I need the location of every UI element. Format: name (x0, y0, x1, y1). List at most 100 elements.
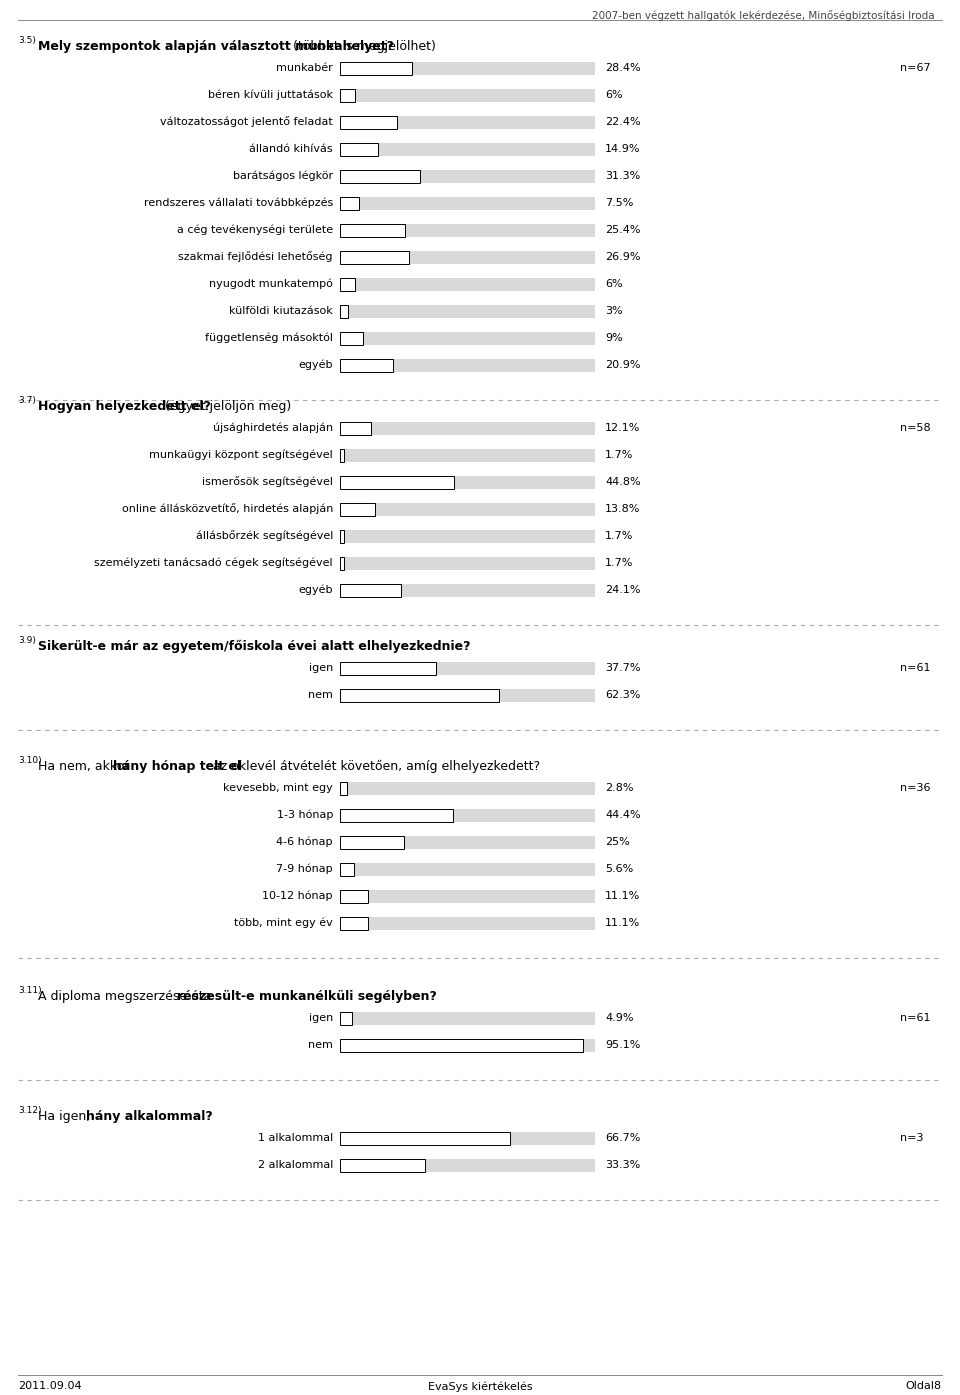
Bar (340, 142, 595, 155)
Text: EvaSys kiértékelés: EvaSys kiértékelés (428, 1381, 532, 1391)
Text: 62.3%: 62.3% (605, 691, 640, 700)
Text: 22.4%: 22.4% (605, 117, 640, 127)
Text: munkabér: munkabér (276, 63, 333, 73)
Bar (340, 170, 595, 183)
Text: Ha igen,: Ha igen, (38, 1110, 94, 1123)
Text: béren kívüli juttatások: béren kívüli juttatások (208, 89, 333, 100)
Bar (340, 421, 371, 434)
Bar (340, 449, 595, 462)
Text: Sikerült-e már az egyetem/főiskola évei alatt elhelyezkednie?: Sikerült-e már az egyetem/főiskola évei … (38, 640, 470, 653)
Bar (340, 476, 454, 488)
Text: 26.9%: 26.9% (605, 252, 640, 262)
Bar (340, 1131, 595, 1144)
Bar (340, 332, 363, 345)
Bar (340, 890, 369, 903)
Text: 10-12 hónap: 10-12 hónap (262, 891, 333, 901)
Text: nyugodt munkatempó: nyugodt munkatempó (209, 279, 333, 289)
Text: Hogyan helyezkedett el?: Hogyan helyezkedett el? (38, 400, 211, 413)
Text: 37.7%: 37.7% (605, 663, 640, 672)
Text: hány hónap telt el: hány hónap telt el (113, 760, 241, 773)
Bar (340, 61, 595, 74)
Bar (340, 359, 394, 371)
Bar (340, 836, 404, 848)
Bar (340, 116, 595, 128)
Text: 3.5): 3.5) (18, 36, 36, 45)
Bar (340, 1131, 510, 1144)
Bar (340, 917, 595, 929)
Bar (340, 1011, 595, 1024)
Text: változatosságot jelentő feladat: változatosságot jelentő feladat (160, 117, 333, 127)
Text: 2007-ben végzett hallgatók lekérdezése, Minőségbiztosítási Iroda: 2007-ben végzett hallgatók lekérdezése, … (592, 10, 935, 21)
Text: Ha nem, akkor: Ha nem, akkor (38, 760, 133, 773)
Bar (340, 689, 499, 702)
Text: 28.4%: 28.4% (605, 63, 640, 73)
Text: 12.1%: 12.1% (605, 423, 640, 432)
Bar (340, 557, 345, 569)
Text: 7.5%: 7.5% (605, 198, 634, 208)
Text: (egyet jelöljön meg): (egyet jelöljön meg) (161, 400, 291, 413)
Bar (340, 583, 401, 597)
Text: 1-3 hónap: 1-3 hónap (276, 809, 333, 820)
Bar (340, 278, 595, 290)
Bar (340, 61, 413, 74)
Text: 3.9): 3.9) (18, 636, 36, 644)
Text: (többet is megjelölhet): (többet is megjelölhet) (290, 40, 437, 53)
Text: n=61: n=61 (900, 1013, 930, 1023)
Text: 95.1%: 95.1% (605, 1041, 640, 1050)
Text: n=58: n=58 (900, 423, 930, 432)
Bar (340, 689, 595, 702)
Text: 9%: 9% (605, 333, 623, 343)
Bar (340, 530, 595, 543)
Text: hány alkalommal?: hány alkalommal? (86, 1110, 213, 1123)
Bar (340, 1038, 595, 1052)
Bar (340, 1158, 595, 1172)
Bar (340, 917, 369, 929)
Text: nem: nem (308, 1041, 333, 1050)
Bar (340, 1158, 425, 1172)
Bar (340, 781, 348, 795)
Bar (340, 502, 375, 516)
Text: 1.7%: 1.7% (605, 451, 634, 460)
Text: újsághirdetés alapján: újsághirdetés alapján (213, 423, 333, 434)
Bar (340, 88, 355, 102)
Bar (340, 197, 359, 209)
Text: 13.8%: 13.8% (605, 504, 640, 513)
Text: 44.8%: 44.8% (605, 477, 640, 487)
Bar (340, 557, 595, 569)
Text: Oldal8: Oldal8 (906, 1381, 942, 1391)
Bar (340, 223, 595, 237)
Bar (340, 116, 397, 128)
Text: n=3: n=3 (900, 1133, 924, 1143)
Text: az oklevél átvételét követően, amíg elhelyezkedett?: az oklevél átvételét követően, amíg elhe… (209, 760, 540, 773)
Bar (340, 332, 595, 345)
Text: 20.9%: 20.9% (605, 360, 640, 370)
Text: 3.12): 3.12) (18, 1106, 41, 1115)
Text: n=61: n=61 (900, 663, 930, 672)
Text: 4-6 hónap: 4-6 hónap (276, 837, 333, 847)
Text: külföldi kiutazások: külföldi kiutazások (229, 306, 333, 317)
Text: igen: igen (309, 663, 333, 672)
Bar (340, 304, 348, 318)
Bar (340, 449, 345, 462)
Text: igen: igen (309, 1013, 333, 1023)
Text: 24.1%: 24.1% (605, 585, 640, 596)
Text: 6%: 6% (605, 91, 623, 100)
Text: 2.8%: 2.8% (605, 783, 634, 792)
Bar (340, 836, 595, 848)
Text: rendszeres vállalati továbbképzés: rendszeres vállalati továbbképzés (144, 198, 333, 208)
Text: 11.1%: 11.1% (605, 891, 640, 901)
Text: egyéb: egyéb (299, 360, 333, 370)
Text: 1 alkalommal: 1 alkalommal (257, 1133, 333, 1143)
Bar (340, 862, 595, 876)
Text: 3.7): 3.7) (18, 396, 36, 405)
Bar (340, 421, 595, 434)
Text: 14.9%: 14.9% (605, 144, 640, 153)
Text: 25.4%: 25.4% (605, 225, 640, 234)
Text: több, mint egy év: több, mint egy év (234, 918, 333, 928)
Text: n=36: n=36 (900, 783, 930, 792)
Bar (340, 862, 354, 876)
Bar (340, 890, 595, 903)
Text: munkaügyi központ segítségével: munkaügyi központ segítségével (149, 449, 333, 460)
Bar (340, 781, 595, 795)
Text: 44.4%: 44.4% (605, 810, 640, 820)
